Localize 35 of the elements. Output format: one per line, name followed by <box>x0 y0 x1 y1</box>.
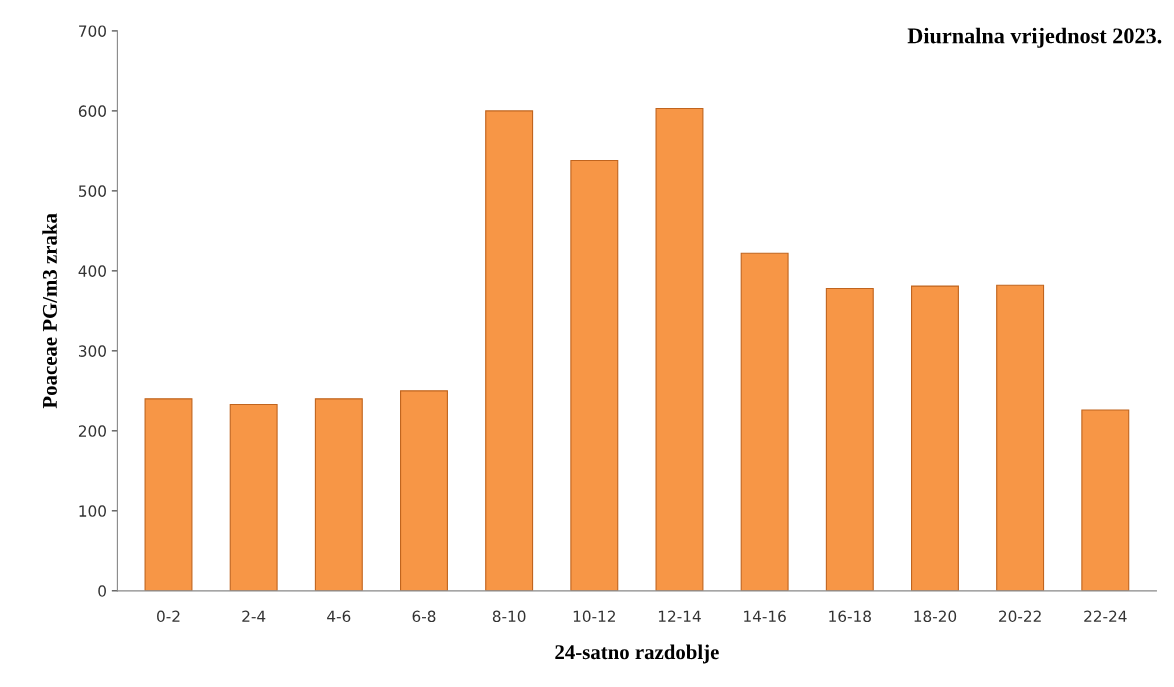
x-tick-label: 4-6 <box>327 610 351 623</box>
y-tick-label: 0 <box>98 585 106 597</box>
bar <box>570 159 619 591</box>
x-tick-label: 2-4 <box>242 610 266 622</box>
bar <box>825 287 874 591</box>
y-tick-label: 700 <box>79 25 106 37</box>
y-axis-title: Poaceae PG/m3 zraka <box>42 213 57 409</box>
x-tick-label: 14-16 <box>744 610 786 623</box>
y-tick-label: 500 <box>79 185 106 197</box>
x-tick-label: 10-12 <box>573 610 615 623</box>
bar <box>144 398 193 591</box>
bar <box>400 390 448 591</box>
x-axis-title: 24-satno razdoblje <box>555 644 719 664</box>
x-tick-label: 0-2 <box>157 610 180 623</box>
x-tick-label: 20-22 <box>999 610 1041 623</box>
x-tick-label: 22-24 <box>1084 610 1127 622</box>
bar <box>655 107 704 591</box>
bar <box>910 285 959 591</box>
x-tick-label: 16-18 <box>829 610 871 623</box>
y-tick-label: 600 <box>78 105 106 117</box>
y-tick-label: 300 <box>78 345 106 357</box>
bar <box>740 252 789 591</box>
y-tick-label: 400 <box>78 265 106 277</box>
x-tick-label: 18-20 <box>914 610 957 623</box>
bar <box>229 403 278 591</box>
bar <box>485 110 534 591</box>
y-tick-label: 200 <box>78 425 106 437</box>
x-tick-label: 8-10 <box>492 610 526 623</box>
bar <box>996 284 1045 591</box>
x-tick-label: 12-14 <box>658 610 701 622</box>
bar <box>314 398 363 591</box>
y-tick-label: 100 <box>79 505 106 517</box>
bar <box>1081 409 1130 591</box>
chart-title: Diurnalna vrijednost 2023. <box>907 27 1162 48</box>
x-tick-label: 6-8 <box>412 610 436 623</box>
